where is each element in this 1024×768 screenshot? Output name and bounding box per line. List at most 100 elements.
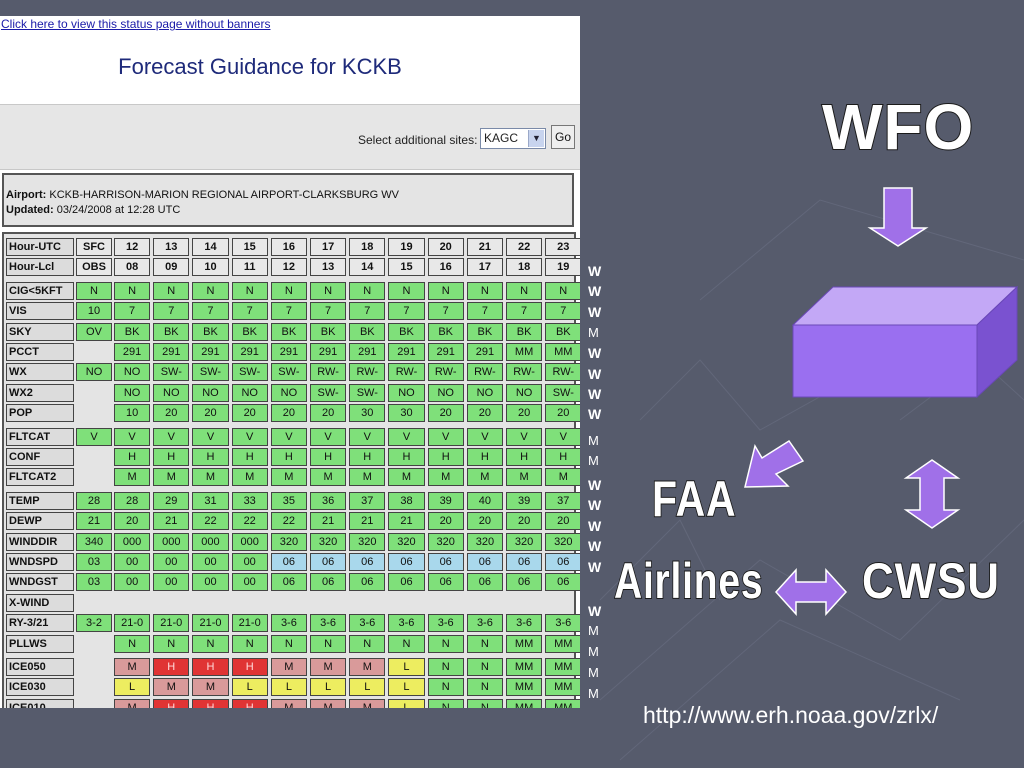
forecast-cell: 39 <box>427 491 464 510</box>
forecast-cell: 06 <box>270 553 307 571</box>
site-selector-bar: Select additional sites: KAGC ▼ Go <box>0 104 580 170</box>
forecast-cell: 340 <box>76 532 112 551</box>
forecast-cell: SW- <box>545 383 580 402</box>
forecast-cell: 20 <box>427 404 464 423</box>
forecast-cell: MM <box>506 343 543 361</box>
go-button[interactable]: Go <box>551 125 575 149</box>
forecast-cell: H <box>153 448 190 466</box>
forecast-cell: BK <box>545 322 580 341</box>
header-cell: 13 <box>310 258 347 277</box>
forecast-cell: 7 <box>310 302 347 321</box>
row-label: WINDDIR <box>6 532 74 551</box>
forecast-cell: 291 <box>231 343 268 361</box>
forecast-cell: N <box>466 634 503 653</box>
forecast-cell: N <box>466 698 503 708</box>
forecast-cell: 7 <box>114 302 151 321</box>
forecast-cell: 06 <box>545 553 580 571</box>
forecast-cell: 7 <box>231 302 268 321</box>
forecast-cell: MM <box>545 634 580 653</box>
forecast-cell: N <box>192 634 229 653</box>
forecast-cell: V <box>388 427 425 446</box>
forecast-cell: V <box>192 427 229 446</box>
forecast-cell: BK <box>388 322 425 341</box>
row-label: FLTCAT <box>6 427 74 446</box>
forecast-cell: 03 <box>76 573 112 592</box>
row-label: SKY <box>6 322 74 341</box>
header-cell: 11 <box>231 258 268 277</box>
row-label: ICE010 <box>6 698 74 708</box>
side-mark: W <box>588 497 602 513</box>
forecast-cell: 20 <box>270 404 307 423</box>
forecast-cell: 291 <box>153 343 190 361</box>
forecast-cell: RW- <box>506 363 543 382</box>
forecast-cell: 06 <box>427 573 464 592</box>
page-title: Forecast Guidance for KCKB <box>118 54 402 79</box>
header-cell: SFC <box>76 238 112 256</box>
side-mark: W <box>588 518 602 534</box>
forecast-cell: 21 <box>76 512 112 531</box>
header-cell: 14 <box>349 258 386 277</box>
row-label: WX2 <box>6 383 74 402</box>
forecast-cell: N <box>388 634 425 653</box>
forecast-cell: 00 <box>192 553 229 571</box>
header-cell: OBS <box>76 258 112 277</box>
forecast-cell: 21-0 <box>192 614 229 633</box>
forecast-cell: 10 <box>114 404 151 423</box>
forecast-cell: BK <box>466 322 503 341</box>
forecast-cell: 00 <box>192 573 229 592</box>
forecast-cell: L <box>349 678 386 697</box>
forecast-cell: M <box>349 468 386 487</box>
forecast-cell: BK <box>270 322 307 341</box>
forecast-cell: 03 <box>76 553 112 571</box>
forecast-cell: RW- <box>545 363 580 382</box>
forecast-cell: 30 <box>349 404 386 423</box>
forecast-cell: M <box>114 658 151 676</box>
forecast-cell: 06 <box>506 553 543 571</box>
header-cell: 21 <box>466 238 503 256</box>
forecast-cell: 7 <box>427 302 464 321</box>
forecast-cell: 21-0 <box>231 614 268 633</box>
row-label: X-WIND <box>6 593 74 612</box>
forecast-cell: 000 <box>231 532 268 551</box>
updated-line: Updated: 03/24/2008 at 12:28 UTC <box>6 204 180 216</box>
forecast-cell: N <box>506 281 543 300</box>
forecast-cell: V <box>153 427 190 446</box>
forecast-cell: NO <box>76 363 112 382</box>
forecast-cell: V <box>114 427 151 446</box>
forecast-cell: L <box>310 678 347 697</box>
airport-info-box: Airport: KCKB-HARRISON-MARION REGIONAL A… <box>2 173 574 227</box>
forecast-cell: NO <box>114 383 151 402</box>
header-cell: 17 <box>310 238 347 256</box>
forecast-cell: N <box>466 658 503 676</box>
forecast-cell: V <box>270 427 307 446</box>
forecast-cell: 00 <box>114 573 151 592</box>
forecast-cell: M <box>310 468 347 487</box>
forecast-cell: N <box>388 281 425 300</box>
forecast-cell: 06 <box>349 573 386 592</box>
forecast-cell: N <box>153 281 190 300</box>
row-label: TEMP <box>6 491 74 510</box>
forecast-cell: N <box>114 634 151 653</box>
header-cell: 15 <box>388 258 425 277</box>
forecast-cell: 28 <box>76 491 112 510</box>
forecast-cell: 7 <box>545 302 580 321</box>
forecast-cell: 21 <box>153 512 190 531</box>
forecast-cell: MM <box>545 698 580 708</box>
forecast-cell: 31 <box>192 491 229 510</box>
forecast-cell: 06 <box>506 573 543 592</box>
forecast-cell: V <box>427 427 464 446</box>
forecast-cell: 000 <box>114 532 151 551</box>
forecast-cell: MM <box>506 658 543 676</box>
source-url[interactable]: http://www.erh.noaa.gov/zrlx/ <box>643 702 939 728</box>
forecast-cell: NO <box>192 383 229 402</box>
no-banners-link[interactable]: Click here to view this status page with… <box>1 17 271 31</box>
forecast-cell: V <box>310 427 347 446</box>
site-select[interactable]: KAGC ▼ <box>480 128 546 149</box>
forecast-cell: 36 <box>310 491 347 510</box>
forecast-cell: M <box>192 678 229 697</box>
forecast-cell: 291 <box>427 343 464 361</box>
chevron-down-icon[interactable]: ▼ <box>528 130 544 147</box>
header-cell: 19 <box>545 258 580 277</box>
site-select-value: KAGC <box>484 131 519 145</box>
forecast-cell: 7 <box>153 302 190 321</box>
